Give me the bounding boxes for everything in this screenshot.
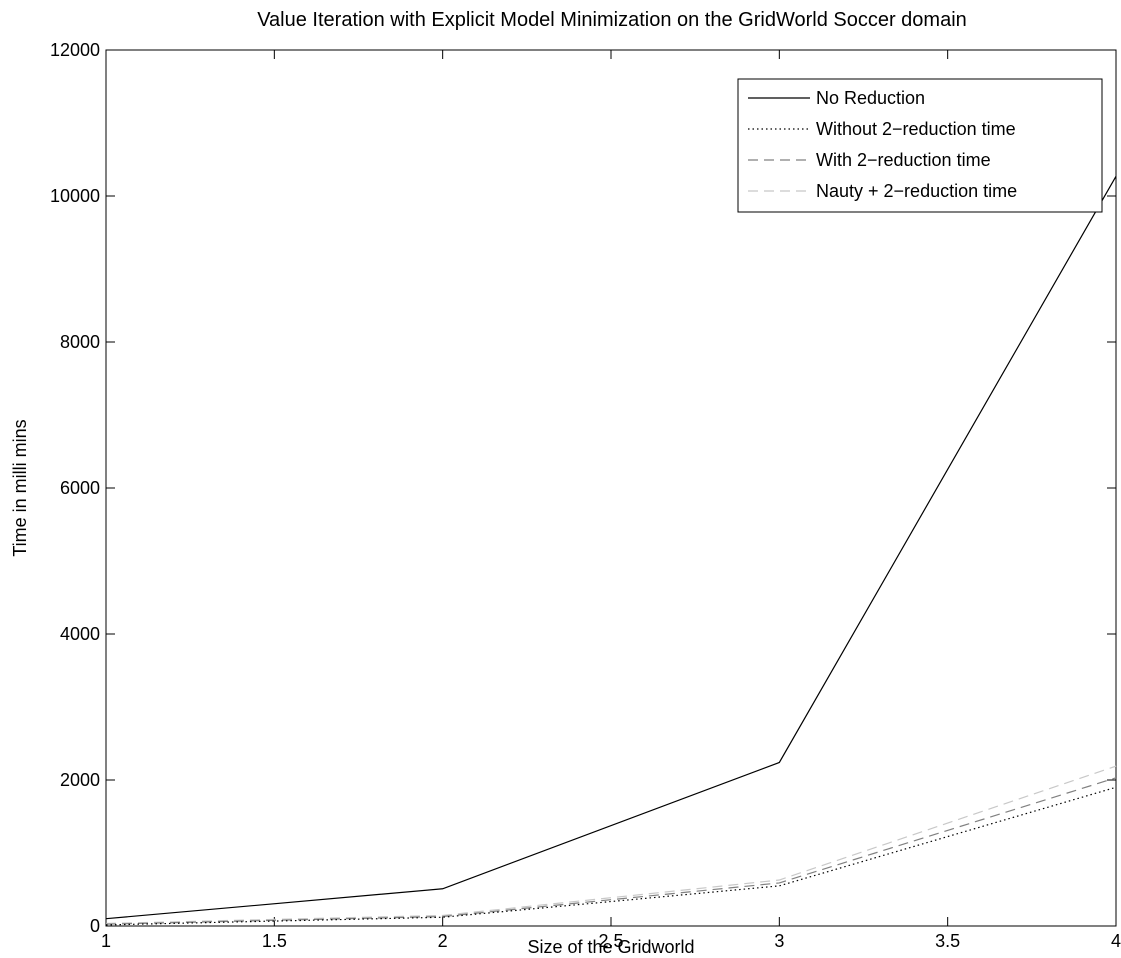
chart-title: Value Iteration with Explicit Model Mini… [257, 9, 967, 31]
y-tick-label: 10000 [50, 186, 100, 206]
legend-label-1: Without 2−reduction time [816, 119, 1016, 139]
legend: No Reduction Without 2−reduction time With… [737, 78, 1103, 213]
y-tick-label: 8000 [60, 332, 100, 352]
y-tick-label: 2000 [60, 770, 100, 790]
series-line-0 [105, 175, 1117, 920]
series-line-3 [105, 765, 1117, 925]
y-tick-label: 0 [90, 916, 100, 936]
series-lines [105, 175, 1117, 926]
x-tick-label: 2.5 [598, 931, 623, 951]
x-tick-label: 1.5 [262, 931, 287, 951]
axis-ticks: 1 1.5 2 2.5 3 3.5 4 0 2000 4000 6000 8000 10000 12000 [50, 40, 1121, 951]
x-tick-label: 4 [1111, 931, 1121, 951]
x-axis-label: Size of the Gridworld [527, 937, 694, 957]
series-line-2 [105, 777, 1117, 925]
x-tick-label: 3 [774, 931, 784, 951]
legend-box [737, 78, 1103, 213]
legend-label-2: With 2−reduction time [816, 150, 991, 170]
x-tick-label: 3.5 [935, 931, 960, 951]
x-tick-label: 2 [438, 931, 448, 951]
y-tick-label: 4000 [60, 624, 100, 644]
legend-label-3: Nauty + 2−reduction time [816, 181, 1017, 201]
x-tick-label: 1 [101, 931, 111, 951]
y-tick-label: 6000 [60, 478, 100, 498]
legend-label-0: No Reduction [816, 88, 925, 108]
y-tick-label: 12000 [50, 40, 100, 60]
y-axis-label: Time in milli mins [10, 419, 30, 556]
